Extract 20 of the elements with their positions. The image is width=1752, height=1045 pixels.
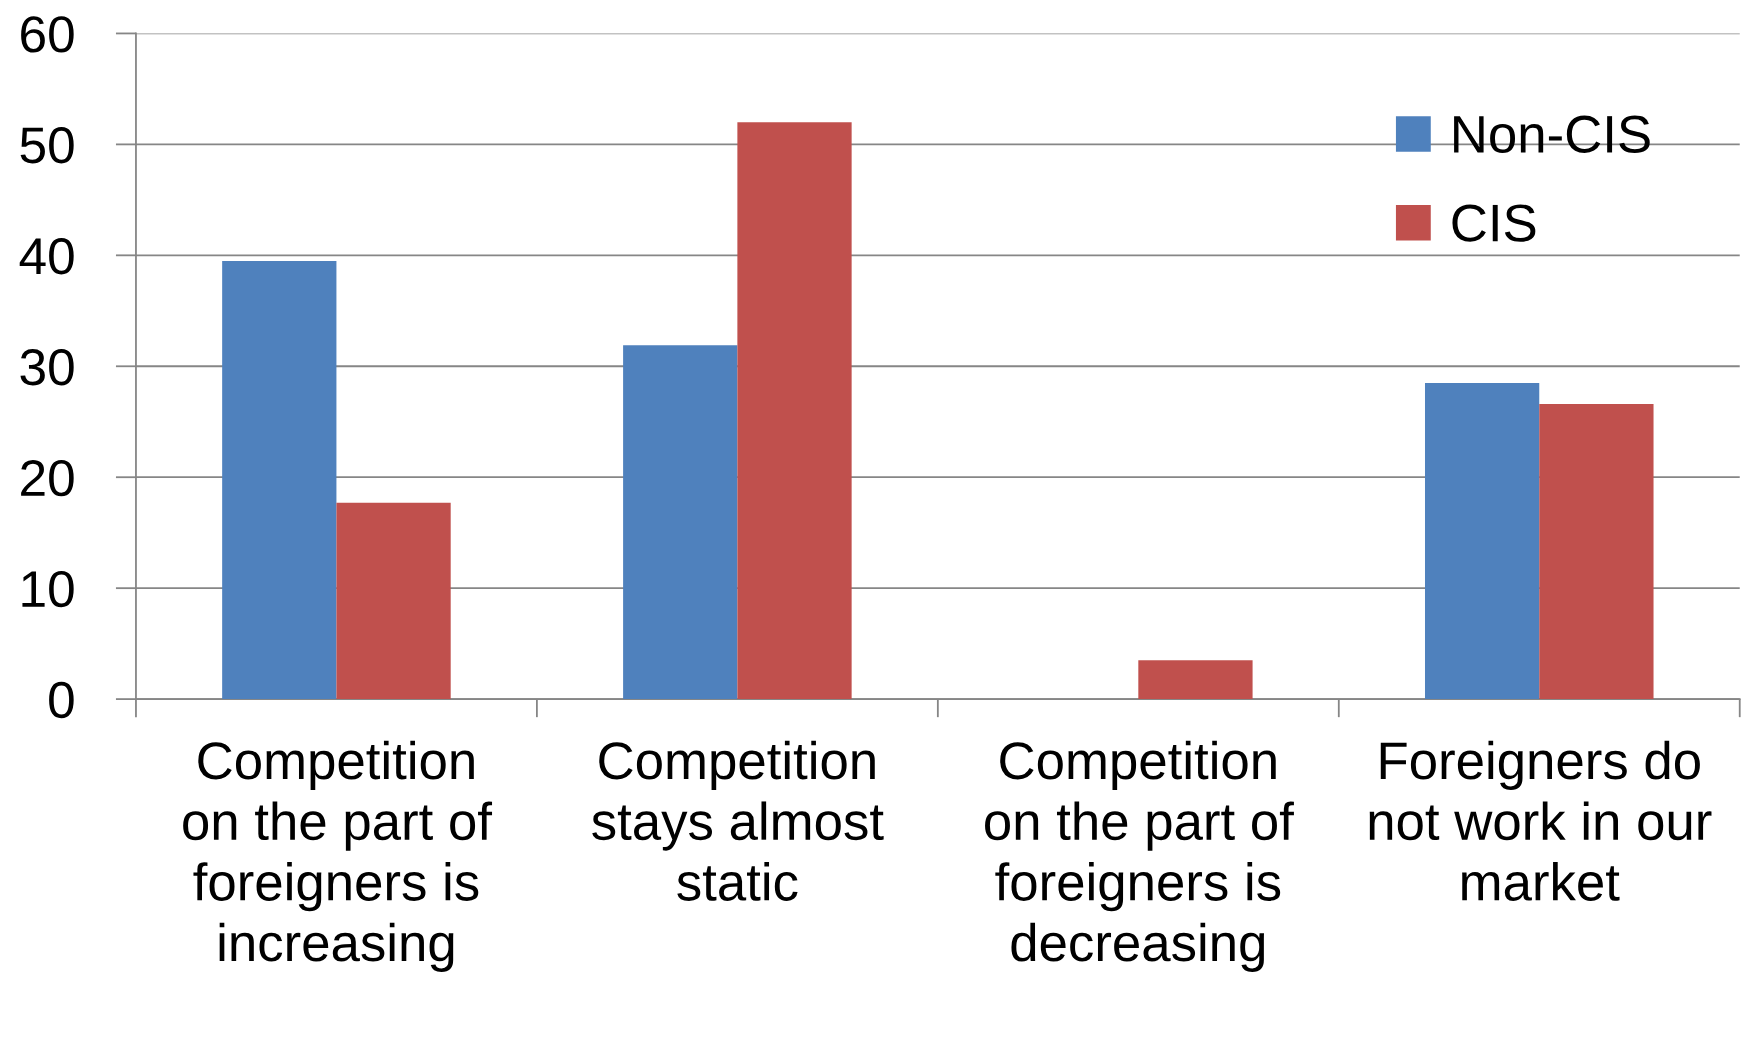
x-tick-label: Competition on the part of foreigners is increasing xyxy=(183,740,493,972)
bar xyxy=(336,502,451,700)
bar xyxy=(222,260,337,700)
bar xyxy=(1539,403,1654,700)
legend-label: CIS xyxy=(1452,204,1536,242)
y-tick-label: 30 xyxy=(20,349,74,386)
y-tick-label: 40 xyxy=(19,238,74,275)
y-tick-label: 10 xyxy=(22,570,74,608)
bar xyxy=(623,345,738,700)
legend-label: Non-CIS xyxy=(1454,115,1650,153)
y-tick-label: 20 xyxy=(21,459,74,497)
x-tick-label: Foreigners do not work in our market xyxy=(1369,740,1712,901)
x-tick-label: Competition stays almost static xyxy=(592,740,884,901)
x-tick-label: Competition on the part of foreigners is decreasing xyxy=(985,740,1294,972)
y-tick-label: 60 xyxy=(21,16,74,53)
bar xyxy=(737,122,852,700)
y-tick-label: 50 xyxy=(20,127,74,164)
bar xyxy=(1138,660,1253,700)
y-tick-label: 0 xyxy=(49,681,74,719)
bar xyxy=(1424,382,1540,700)
